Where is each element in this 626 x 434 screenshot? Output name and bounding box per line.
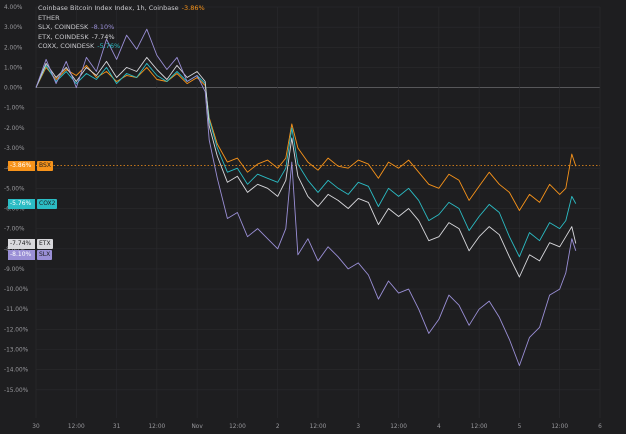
y-tick-label: -5.00% <box>4 186 25 192</box>
legend-label: ETHER <box>38 13 60 22</box>
y-tick-label: 2.00% <box>4 45 23 51</box>
y-tick-label: -1.00% <box>4 106 25 112</box>
legend-label: ETX, COINDESK <box>38 32 89 41</box>
y-tick-label: -15.00% <box>4 388 29 394</box>
series-line-slx <box>35 28 577 367</box>
value-tag-slx: -8.10% <box>8 249 35 260</box>
x-tick-label: 31 <box>113 424 121 430</box>
x-tick-label: 12:00 <box>390 424 407 430</box>
value-tag-etx: -7.74% <box>8 238 35 249</box>
legend-change: -3.86% <box>181 4 205 12</box>
legend-entry: COXX, COINDESK -5.76% <box>38 42 205 52</box>
x-tick-label: 12:00 <box>229 424 246 430</box>
y-tick-label: -6.00% <box>4 206 25 212</box>
grid <box>35 6 601 418</box>
y-tick-label: -13.00% <box>4 348 29 354</box>
x-tick-label: 6 <box>598 424 602 430</box>
legend-change: -8.10% <box>91 23 115 31</box>
x-tick-label: 12:00 <box>471 424 488 430</box>
x-tick-label: 12:00 <box>551 424 568 430</box>
legend-entry: Coinbase Bitcoin Index Index, 1h, Coinba… <box>38 4 205 14</box>
y-tick-label: -11.00% <box>4 307 29 313</box>
legend-entry: ETHER <box>38 14 205 24</box>
y-tick-label: 1.00% <box>4 65 23 71</box>
axis-labels: 4.00% 3.00% 2.00% 1.00% 0.00% -1.00% -2.00% -3.… <box>4 5 602 430</box>
series-layer <box>35 28 577 367</box>
code-tag-btc: BSX <box>37 161 53 172</box>
legend-entry: SLX, COINDESK -8.10% <box>38 23 205 33</box>
x-tick-label: 12:00 <box>68 424 85 430</box>
x-tick-label: 2 <box>276 424 280 430</box>
x-tick-label: 30 <box>32 424 40 430</box>
y-tick-label: -7.00% <box>4 227 25 233</box>
code-tag-etx: ETX <box>37 238 53 249</box>
y-tick-label: 3.00% <box>4 25 23 31</box>
legend-entry: ETX, COINDESK -7.74% <box>38 33 205 43</box>
x-tick-label: 12:00 <box>148 424 165 430</box>
series-line-btc <box>35 64 577 211</box>
y-tick-label: -9.00% <box>4 267 25 273</box>
legend-change: -5.76% <box>97 42 121 50</box>
y-tick-label: -2.00% <box>4 126 25 132</box>
legend-label: SLX, COINDESK <box>38 23 89 31</box>
y-tick-label: -10.00% <box>4 287 29 293</box>
x-tick-label: Nov <box>191 424 203 430</box>
legend-label: Coinbase Bitcoin Index Index, 1h, Coinba… <box>38 4 179 12</box>
legend-label: COXX, COINDESK <box>38 42 95 50</box>
x-tick-label: 3 <box>356 424 360 430</box>
y-tick-label: 4.00% <box>4 5 23 11</box>
legend: Coinbase Bitcoin Index Index, 1h, Coinba… <box>38 4 205 52</box>
series-line-etx <box>35 56 577 278</box>
y-tick-label: -12.00% <box>4 327 29 333</box>
series-line-ethx <box>35 62 577 258</box>
code-tag-ethx: COX2 <box>37 198 58 209</box>
code-tag-slx: SLX <box>37 249 53 260</box>
value-tag-btc: -3.86% <box>8 161 35 172</box>
value-tag-ethx: -5.76% <box>8 198 35 209</box>
y-tick-label: 0.00% <box>4 86 23 92</box>
y-tick-label: -14.00% <box>4 368 29 374</box>
y-tick-label: -3.00% <box>4 146 25 152</box>
x-tick-label: 5 <box>518 424 522 430</box>
x-tick-label: 4 <box>437 424 441 430</box>
x-tick-label: 12:00 <box>310 424 327 430</box>
legend-change: -7.74% <box>91 32 115 41</box>
